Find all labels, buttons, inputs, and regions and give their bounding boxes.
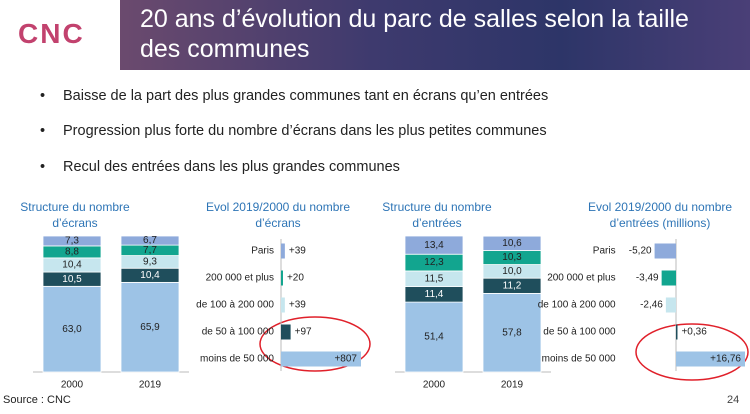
category-label: Paris [593, 246, 616, 257]
value-label: 65,9 [140, 322, 160, 333]
chart-title: Structure du nombre d’écrans [20, 200, 130, 230]
value-label: 10,4 [62, 260, 82, 271]
x-tick-label: 2000 [61, 380, 84, 391]
category-label: de 100 à 200 000 [538, 300, 616, 311]
chart-title: Evol 2019/2000 du nombre d’écrans [205, 200, 351, 230]
bar [676, 324, 678, 340]
category-label: moins de 50 000 [200, 354, 274, 365]
bullet-text: Progression plus forte du nombre d’écran… [63, 123, 547, 139]
bar [281, 270, 283, 286]
value-label: 11,2 [503, 280, 522, 291]
category-label: de 100 à 200 000 [196, 300, 274, 311]
value-label: +20 [287, 273, 304, 284]
highlight-ellipse [259, 316, 371, 372]
value-label: 8,8 [65, 247, 79, 258]
chart-title: Evol 2019/2000 du nombre d’entrées (mill… [587, 200, 733, 230]
logo: CNC [18, 18, 85, 49]
bullet-text: Baisse de la part des plus grandes commu… [63, 88, 549, 104]
bar [654, 243, 676, 259]
value-label: 12,3 [424, 257, 444, 268]
slide-title: 20 ans d’évolution du parc de salles sel… [140, 5, 689, 63]
bar-segment [482, 235, 542, 251]
highlight-ellipse [635, 323, 749, 381]
value-label: +97 [295, 327, 312, 338]
value-label: +39 [289, 246, 306, 257]
value-label: -2,46 [640, 300, 663, 311]
bar [281, 324, 291, 340]
value-label: 7,3 [65, 236, 79, 247]
page-number: 24 [727, 394, 740, 406]
bar [281, 351, 361, 367]
value-label: 10,4 [140, 270, 160, 281]
value-label: 11,5 [425, 273, 444, 284]
bar [281, 297, 285, 313]
bullet-text: Recul des entrées dans les plus grandes … [63, 159, 400, 175]
banner [120, 0, 750, 70]
value-label: 63,0 [62, 324, 82, 335]
category-label: 200 000 et plus [547, 273, 615, 284]
x-tick-label: 2019 [139, 380, 162, 391]
chart-title: Structure du nombre d’entrées [382, 200, 492, 230]
category-label: moins de 50 000 [542, 354, 616, 365]
x-tick-label: 2000 [423, 380, 446, 391]
category-label: 200 000 et plus [206, 273, 274, 284]
value-label: -3,49 [636, 273, 659, 284]
bar-segment [120, 281, 180, 373]
category-label: Paris [251, 246, 274, 257]
value-label: 51,4 [424, 332, 444, 343]
category-label: de 50 à 100 000 [202, 327, 275, 338]
bar-segment [42, 235, 102, 247]
value-label: 11,4 [425, 289, 444, 300]
value-label: 10,6 [502, 238, 522, 249]
bar-segment [120, 235, 180, 246]
bar [665, 297, 676, 313]
bar [281, 243, 285, 259]
x-tick-label: 2019 [501, 380, 524, 391]
value-label: 13,4 [424, 240, 444, 251]
value-label: 7,7 [143, 245, 157, 256]
value-label: +16,76 [710, 354, 741, 365]
value-label: +807 [334, 354, 357, 365]
bar [661, 270, 676, 286]
bar-segment [404, 301, 464, 373]
value-label: 10,5 [62, 274, 82, 285]
value-label: 10,3 [502, 252, 522, 263]
value-label: 57,8 [502, 327, 522, 338]
value-label: +39 [289, 300, 306, 311]
category-label: de 50 à 100 000 [543, 327, 616, 338]
value-label: 9,3 [143, 257, 157, 268]
bar [676, 351, 745, 367]
value-label: 10,0 [502, 266, 522, 277]
bar-segment [404, 235, 464, 255]
value-label: +0,36 [681, 327, 707, 338]
value-label: -5,20 [629, 246, 652, 257]
source: Source : CNC [3, 394, 71, 406]
bar-segment [482, 292, 542, 373]
value-label: 6,7 [143, 235, 157, 246]
